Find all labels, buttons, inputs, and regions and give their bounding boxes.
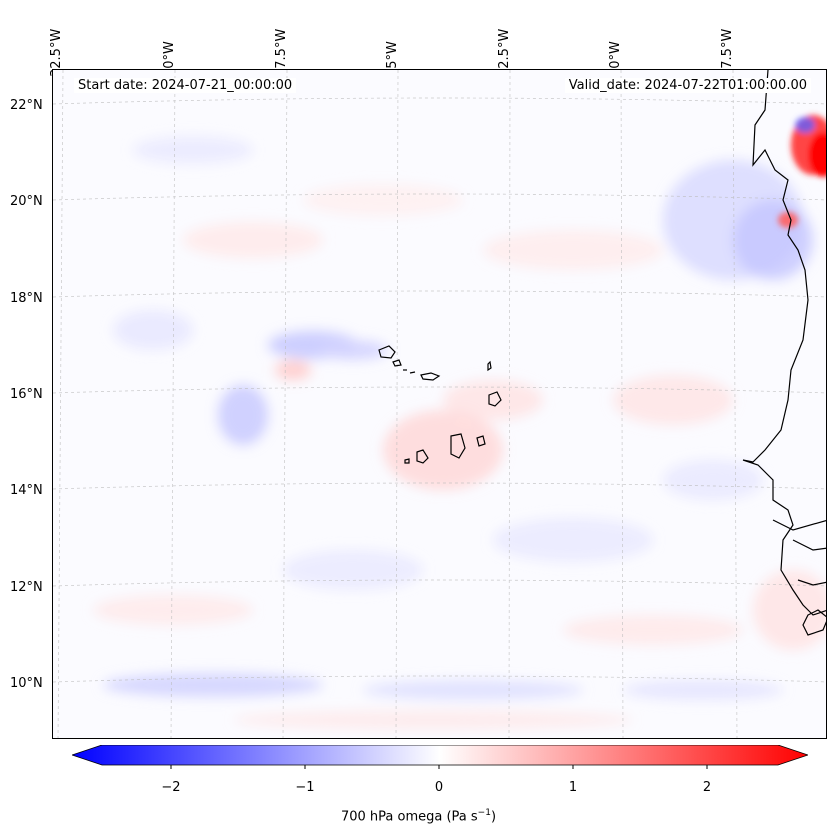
island-santo-antao: [378, 345, 396, 359]
colorbar-label: 700 hPa omega (Pa s−1): [0, 808, 837, 824]
omega-field: [93, 136, 826, 730]
lat-label-16n: 16°N: [10, 387, 43, 402]
valid-date-label: Valid_date: 2024-07-22T01:00:00.00: [564, 78, 811, 93]
coastline: [742, 70, 826, 636]
colorbar-label-end: ): [490, 809, 497, 825]
lat-label-18n: 18°N: [10, 291, 43, 306]
colorbar: [72, 745, 808, 769]
colorbar-label-sup: −1: [477, 808, 491, 818]
island-fogo: [416, 449, 429, 464]
island-brava: [404, 458, 410, 464]
lat-label-22n: 22°N: [10, 98, 43, 113]
lat-label-12n: 12°N: [10, 580, 43, 595]
island-sal: [487, 360, 492, 372]
colorbar-tick-2: 2: [702, 780, 712, 795]
map-panel[interactable]: [52, 69, 827, 739]
omega-strong-updraft: [778, 115, 826, 228]
colorbar-tick-1: 1: [568, 780, 578, 795]
omega-field-map: [53, 70, 826, 738]
colorbar-tick-minus1: −1: [295, 780, 315, 795]
island-sao-nicolau: [420, 372, 441, 381]
island-santiago: [450, 433, 466, 459]
island-maio: [476, 435, 486, 447]
lat-label-14n: 14°N: [10, 483, 43, 498]
start-date-label: Start date: 2024-07-21_00:00:00: [74, 78, 297, 93]
cape-verde-islands: [378, 345, 502, 464]
colorbar-gradient: [72, 745, 808, 766]
island-boa-vista: [488, 391, 502, 407]
gridlines: [53, 70, 826, 738]
colorbar-tick-minus2: −2: [161, 780, 181, 795]
lat-label-20n: 20°N: [10, 194, 43, 209]
colorbar-tick-0: 0: [434, 780, 444, 795]
lat-label-10n: 10°N: [10, 676, 43, 691]
island-sao-vicente: [392, 359, 402, 367]
colorbar-label-main: 700 hPa omega (Pa s: [340, 809, 478, 825]
